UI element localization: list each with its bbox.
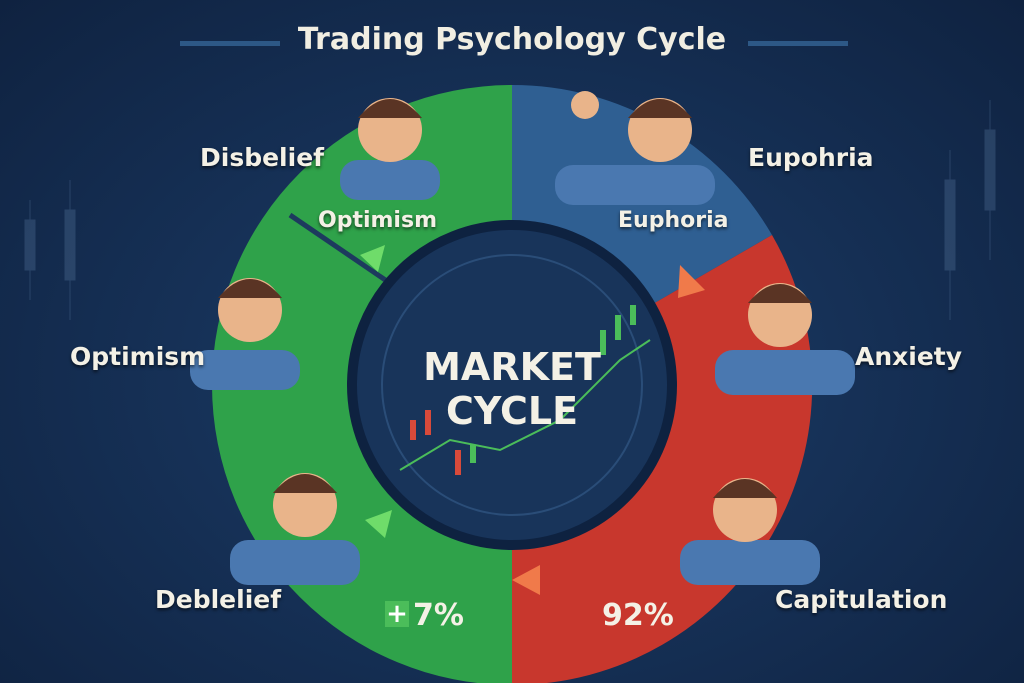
label-anxiety: Anxiety — [855, 342, 963, 371]
label-optimism-outer: Optimism — [70, 342, 206, 371]
arrow-icon — [365, 510, 392, 538]
person-euphoria — [555, 91, 715, 205]
center-label: MARKET CYCLE — [412, 345, 612, 433]
center-candles — [410, 305, 636, 475]
title-rule-left — [180, 41, 280, 46]
ring-label-optimism: Optimism — [318, 208, 437, 233]
page-title: Trading Psychology Cycle — [297, 22, 727, 57]
person-debelief — [230, 473, 360, 585]
center-price-line — [399, 339, 651, 471]
arrow-icon — [360, 245, 385, 272]
ring-label-euphoria: Euphoria — [618, 208, 729, 233]
label-euphoria-outer: Eupohria — [748, 143, 874, 172]
center-line1: MARKET — [423, 345, 601, 389]
label-disbelief: Disbelief — [200, 143, 325, 172]
person-capitulation — [680, 478, 820, 585]
gain-value: 7% — [413, 598, 464, 633]
title-rule-right — [748, 41, 848, 46]
plus-icon: + — [385, 599, 409, 629]
inner-circle — [347, 220, 677, 550]
loss-stat: 92% — [602, 598, 674, 633]
person-anxiety — [715, 283, 855, 395]
label-debelief: Deblelief — [155, 585, 282, 614]
person-optimism — [190, 278, 300, 390]
arrow-icon — [678, 265, 705, 298]
person-disbelief — [340, 98, 440, 200]
green-segment — [212, 85, 512, 683]
center-line2: CYCLE — [445, 389, 579, 433]
arrow-icon — [512, 565, 540, 595]
background-candles — [24, 100, 996, 320]
label-capitulation: Capitulation — [775, 585, 948, 614]
gain-stat: +7% — [385, 598, 464, 633]
